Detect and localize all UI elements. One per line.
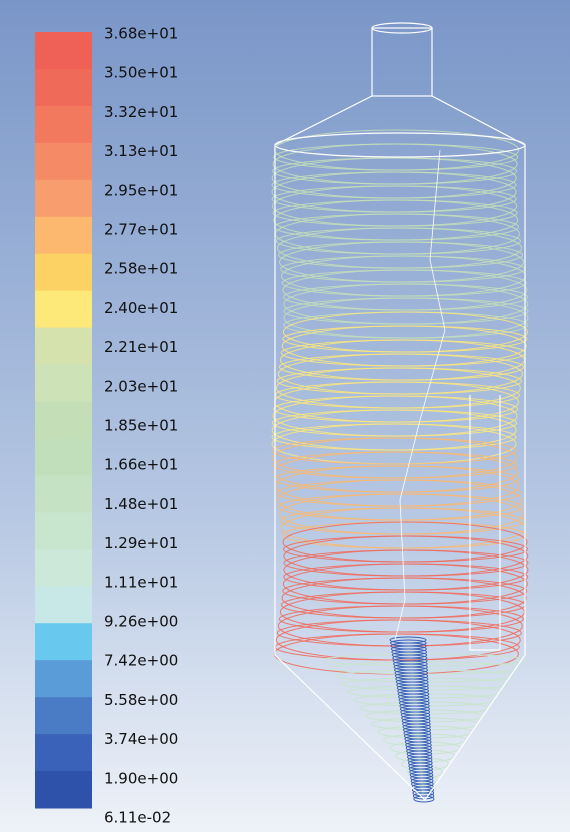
color-swatch — [35, 697, 92, 734]
colorbar-label: 1.90e+00 — [104, 769, 178, 787]
color-swatch — [35, 623, 92, 660]
colorbar-label: 2.40e+01 — [104, 299, 178, 317]
color-swatch — [35, 217, 92, 254]
colorbar-label: 3.50e+01 — [104, 64, 178, 82]
color-swatch — [35, 475, 92, 512]
color-swatch — [35, 512, 92, 549]
viewport: 3.68e+01 3.50e+01 3.32e+01 3.13e+01 2.95e+01… — [0, 0, 570, 832]
color-swatch — [35, 69, 92, 106]
color-swatch — [35, 143, 92, 180]
colorbar-label: 1.85e+01 — [104, 417, 178, 435]
color-swatch — [35, 254, 92, 291]
color-swatch — [35, 365, 92, 402]
color-swatch — [35, 180, 92, 217]
color-swatch — [35, 549, 92, 586]
colorbar-label: 2.58e+01 — [104, 260, 178, 278]
colorbar-label: 3.68e+01 — [104, 25, 178, 43]
color-swatch — [35, 586, 92, 623]
color-swatch — [35, 438, 92, 475]
colorbar-label: 1.11e+01 — [104, 573, 178, 591]
color-swatch — [35, 328, 92, 365]
colorbar-label: 3.32e+01 — [104, 103, 178, 121]
colorbar-label: 1.48e+01 — [104, 495, 178, 513]
colorbar-label: 6.11e-02 — [104, 809, 171, 827]
colorbar-label: 3.13e+01 — [104, 142, 178, 160]
colorbar-label: 1.66e+01 — [104, 456, 178, 474]
colorbar-label: 3.74e+00 — [104, 730, 178, 748]
colorbar-label: 9.26e+00 — [104, 613, 178, 631]
color-swatch — [35, 106, 92, 143]
colorbar-label: 5.58e+00 — [104, 691, 178, 709]
colorbar: 3.68e+01 3.50e+01 3.32e+01 3.13e+01 2.95e+01… — [35, 25, 178, 827]
colorbar-label: 2.03e+01 — [104, 377, 178, 395]
colorbar-label: 1.29e+01 — [104, 534, 178, 552]
color-swatch — [35, 660, 92, 697]
color-swatch — [35, 771, 92, 808]
colorbar-label: 2.95e+01 — [104, 181, 178, 199]
color-swatch — [35, 734, 92, 771]
color-swatch — [35, 32, 92, 69]
colorbar-label: 2.77e+01 — [104, 221, 178, 239]
color-swatch — [35, 402, 92, 439]
colorbar-label: 7.42e+00 — [104, 652, 178, 670]
color-swatch — [35, 291, 92, 328]
colorbar-label: 2.21e+01 — [104, 338, 178, 356]
